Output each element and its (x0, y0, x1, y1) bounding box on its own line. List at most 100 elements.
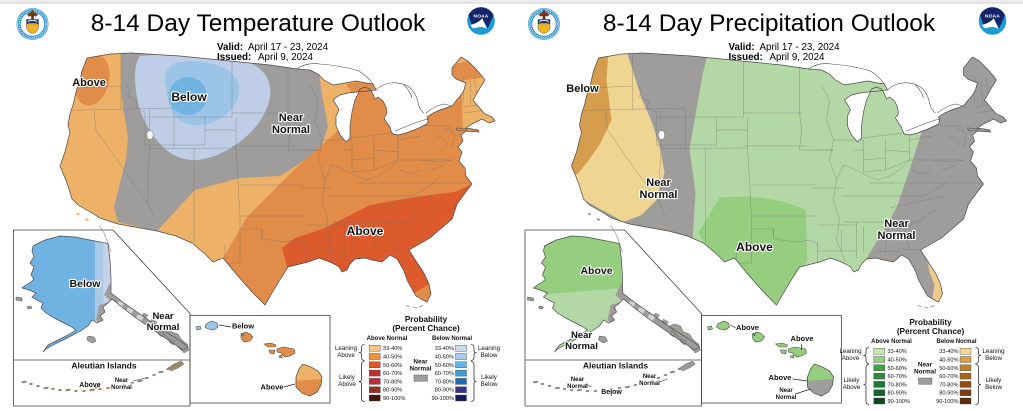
svg-text:Likely: Likely (844, 377, 861, 384)
svg-text:Above: Above (337, 352, 355, 359)
svg-text:Normal: Normal (567, 384, 588, 390)
svg-text:Leaning: Leaning (839, 348, 862, 355)
svg-text:Normal: Normal (272, 124, 310, 136)
svg-text:Normal: Normal (878, 230, 916, 242)
svg-text:Issued:: Issued: (217, 52, 251, 63)
svg-text:80-90%: 80-90% (888, 391, 907, 397)
svg-text:Aleutian Islands: Aleutian Islands (583, 361, 648, 371)
svg-text:33-40%: 33-40% (383, 346, 402, 352)
svg-text:80-90%: 80-90% (435, 388, 454, 394)
svg-text:April 9, 2024: April 9, 2024 (258, 52, 314, 63)
svg-text:40-50%: 40-50% (888, 358, 907, 364)
svg-text:Near: Near (779, 388, 793, 394)
svg-text:40-50%: 40-50% (435, 355, 454, 361)
svg-text:33-40%: 33-40% (939, 349, 958, 355)
svg-text:33-40%: 33-40% (435, 346, 454, 352)
svg-text:Above: Above (769, 373, 792, 382)
svg-text:Near: Near (279, 112, 304, 124)
svg-text:60-70%: 60-70% (939, 374, 958, 380)
svg-text:Normal: Normal (147, 322, 180, 333)
svg-text:Above: Above (261, 383, 284, 392)
svg-text:Below: Below (171, 90, 207, 104)
svg-text:Normal: Normal (776, 395, 797, 401)
svg-text:Below: Below (70, 278, 102, 290)
svg-text:Below: Below (481, 352, 498, 359)
svg-text:Above: Above (736, 323, 759, 332)
svg-text:60-70%: 60-70% (383, 371, 402, 377)
svg-text:Leaning: Leaning (982, 348, 1005, 355)
svg-text:Probability: Probability (405, 315, 448, 324)
svg-text:April 17 - 23, 2024: April 17 - 23, 2024 (248, 42, 329, 53)
svg-text:70-80%: 70-80% (383, 379, 402, 385)
svg-text:Below: Below (232, 322, 254, 331)
svg-text:Near: Near (646, 177, 671, 189)
svg-text:Above: Above (580, 265, 612, 277)
svg-text:90-100%: 90-100% (936, 399, 958, 405)
svg-text:70-80%: 70-80% (435, 379, 454, 385)
svg-text:Above: Above (791, 334, 814, 343)
svg-text:Near: Near (152, 311, 173, 322)
svg-text:90-100%: 90-100% (888, 399, 910, 405)
svg-text:8-14 Day Precipitation Outlook: 8-14 Day Precipitation Outlook (603, 10, 936, 37)
svg-text:Normal: Normal (914, 369, 936, 376)
svg-text:Near: Near (571, 330, 592, 341)
svg-text:33-40%: 33-40% (888, 349, 907, 355)
svg-text:Above: Above (347, 224, 384, 238)
svg-text:90-100%: 90-100% (432, 396, 454, 402)
svg-text:Above Normal: Above Normal (871, 339, 912, 345)
svg-text:50-60%: 50-60% (383, 363, 402, 369)
svg-text:Likely: Likely (481, 374, 498, 381)
svg-text:Leaning: Leaning (478, 345, 501, 352)
svg-text:Near: Near (115, 378, 129, 384)
svg-text:April 17 - 23, 2024: April 17 - 23, 2024 (760, 42, 841, 53)
svg-text:NOAA: NOAA (474, 13, 489, 19)
svg-text:Near: Near (884, 218, 909, 230)
svg-text:Above: Above (79, 382, 101, 389)
svg-text:Below: Below (566, 83, 599, 95)
svg-text:Near: Near (571, 377, 585, 383)
svg-text:Leaning: Leaning (335, 345, 358, 352)
svg-text:Normal: Normal (565, 341, 598, 352)
svg-text:50-60%: 50-60% (435, 363, 454, 369)
svg-text:Near: Near (918, 362, 933, 369)
svg-text:Probability: Probability (909, 318, 952, 327)
svg-text:April 9, 2024: April 9, 2024 (770, 52, 826, 63)
svg-text:80-90%: 80-90% (939, 391, 958, 397)
svg-text:40-50%: 40-50% (939, 358, 958, 364)
svg-text:8-14 Day Temperature Outlook: 8-14 Day Temperature Outlook (91, 10, 426, 37)
svg-text:Above: Above (843, 384, 861, 391)
svg-text:Below Normal: Below Normal (936, 339, 976, 345)
svg-text:Normal: Normal (111, 385, 132, 391)
svg-text:(Percent Chance): (Percent Chance) (392, 324, 460, 333)
svg-text:NOAA: NOAA (985, 13, 1000, 19)
svg-text:80-90%: 80-90% (383, 388, 402, 394)
svg-text:Below Normal: Below Normal (432, 336, 472, 342)
svg-text:Below: Below (985, 384, 1002, 391)
svg-text:60-70%: 60-70% (888, 374, 907, 380)
svg-text:Aleutian Islands: Aleutian Islands (71, 361, 136, 371)
svg-text:Above: Above (736, 240, 773, 254)
svg-text:(Percent Chance): (Percent Chance) (897, 327, 965, 336)
svg-text:Normal: Normal (409, 366, 431, 373)
svg-text:Above Normal: Above Normal (367, 336, 408, 342)
svg-text:50-60%: 50-60% (939, 366, 958, 372)
svg-text:90-100%: 90-100% (383, 396, 405, 402)
svg-text:40-50%: 40-50% (383, 355, 402, 361)
svg-text:Valid:: Valid: (729, 42, 755, 53)
svg-text:Likely: Likely (986, 377, 1003, 384)
svg-text:50-60%: 50-60% (888, 366, 907, 372)
svg-text:70-80%: 70-80% (939, 382, 958, 388)
svg-text:Normal: Normal (639, 381, 660, 387)
svg-text:Above: Above (338, 381, 356, 388)
svg-text:60-70%: 60-70% (435, 371, 454, 377)
svg-text:Near: Near (643, 374, 657, 380)
svg-text:Near: Near (413, 359, 428, 366)
svg-text:Above: Above (842, 355, 860, 362)
svg-text:Valid:: Valid: (217, 42, 243, 53)
svg-text:Likely: Likely (339, 374, 356, 381)
svg-text:Issued:: Issued: (729, 52, 763, 63)
svg-text:70-80%: 70-80% (888, 382, 907, 388)
svg-text:Below: Below (985, 355, 1002, 362)
svg-text:Below: Below (481, 381, 498, 388)
svg-text:Normal: Normal (640, 189, 678, 201)
